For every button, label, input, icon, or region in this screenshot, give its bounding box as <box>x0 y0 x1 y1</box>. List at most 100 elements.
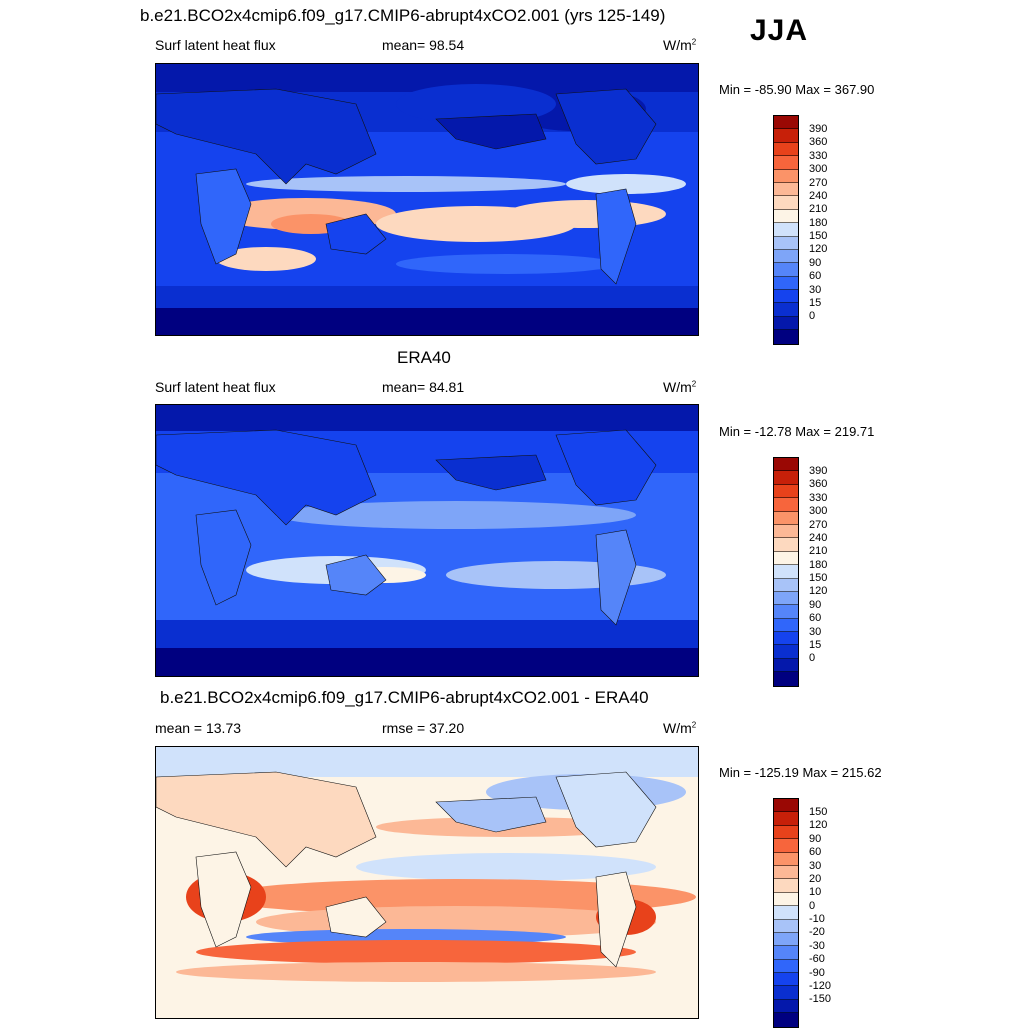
panel-1-mean-label: mean= 98.54 <box>382 37 465 53</box>
colorbar-swatch <box>774 812 798 826</box>
colorbar-swatch <box>774 458 798 472</box>
panel-1-colorbar-label: 270 <box>809 177 828 189</box>
panel-3-mean-label: mean = 13.73 <box>155 720 242 736</box>
panel-3-colorbar-label: 90 <box>809 833 822 845</box>
panel-3-colorbar-label: 0 <box>809 900 816 912</box>
colorbar-swatch <box>774 672 798 686</box>
panel-2-colorbar-label: 120 <box>809 585 828 597</box>
colorbar-swatch <box>774 1013 798 1027</box>
panel-2-colorbar-label: 270 <box>809 519 828 531</box>
panel-1-colorbar-label: 15 <box>809 297 822 309</box>
panel-3-colorbar-label: 150 <box>809 806 828 818</box>
panel-3-colorbar-label: -150 <box>809 993 832 1005</box>
panel-1-colorbar-label: 180 <box>809 217 828 229</box>
colorbar-swatch <box>774 618 798 633</box>
panel-3-colorbar-label: 60 <box>809 846 822 858</box>
panel-1-minmax: Min = -85.90 Max = 367.90 <box>719 82 875 97</box>
colorbar-swatch <box>774 511 798 525</box>
colorbar-swatch <box>774 959 798 974</box>
panel-2-colorbar-label: 60 <box>809 612 822 624</box>
colorbar-swatch <box>774 116 798 130</box>
colorbar-swatch <box>774 799 798 813</box>
colorbar-swatch <box>774 316 798 331</box>
colorbar-swatch <box>774 632 798 646</box>
panel-2-colorbar-label: 360 <box>809 478 828 490</box>
panel-2-colorbar-label: 150 <box>809 572 828 584</box>
panel-2-mean-label: mean= 84.81 <box>382 379 465 395</box>
panel-1-units-label: W/m2 <box>663 37 697 53</box>
panel-2-colorbar-label: 180 <box>809 559 828 571</box>
colorbar-swatch <box>774 605 798 619</box>
colorbar-swatch <box>774 196 798 210</box>
panel-3-colorbar: 150 120 90 60 30 20 10 0 -10 -20 -30 -60… <box>773 798 853 1028</box>
panel-3-colorbar-label: -60 <box>809 953 825 965</box>
panel-2-colorbar-label: 0 <box>809 652 816 664</box>
panel-1-colorbar-label: 60 <box>809 270 822 282</box>
colorbar-swatch <box>774 999 798 1014</box>
colorbar-swatch <box>774 591 798 606</box>
panel-3-colorbar-label: 20 <box>809 873 822 885</box>
panel-3-colorbar-label: 10 <box>809 886 822 898</box>
colorbar-swatch <box>774 330 798 344</box>
panel-1-colorbar-label: 390 <box>809 123 828 135</box>
panel-3-difference-map <box>155 746 699 1019</box>
colorbar-swatch <box>774 645 798 659</box>
panel-2-colorbar-label: 330 <box>809 492 828 504</box>
colorbar-swatch <box>774 658 798 673</box>
colorbar-swatch <box>774 892 798 907</box>
panel-3-colorbar-label: -120 <box>809 980 832 992</box>
colorbar-swatch <box>774 182 798 197</box>
colorbar-swatch <box>774 236 798 250</box>
panel-2-title: ERA40 <box>397 348 451 367</box>
panel-1-colorbar-label: 150 <box>809 230 828 242</box>
colorbar-swatch <box>774 209 798 224</box>
panel-2-colorbar-label: 90 <box>809 599 822 611</box>
panel-1-colorbar-label: 30 <box>809 284 822 296</box>
panel-2-colorbar: 390 360 330 300 270 240 210 180 150 120 … <box>773 457 853 687</box>
panel-3-colorbar-label: -30 <box>809 940 825 952</box>
panel-2-colorbar-label: 15 <box>809 639 822 651</box>
colorbar-swatch <box>774 498 798 512</box>
colorbar-swatch <box>774 303 798 317</box>
panel-3-units-label: W/m2 <box>663 720 697 736</box>
colorbar-swatch <box>774 919 798 933</box>
panel-1-colorbar: 390 360 330 300 270 240 210 180 150 120 … <box>773 115 853 345</box>
panel-2-colorbar-label: 390 <box>809 465 828 477</box>
panel-2-colorbar-label: 210 <box>809 545 828 557</box>
colorbar-swatch <box>774 946 798 960</box>
panel-2-colorbar-label: 30 <box>809 626 822 638</box>
colorbar-swatch <box>774 578 798 592</box>
panel-2-colorbar-label: 300 <box>809 505 828 517</box>
colorbar-swatch <box>774 524 798 539</box>
panel-2-minmax: Min = -12.78 Max = 219.71 <box>719 424 875 439</box>
panel-3-colorbar-label: -20 <box>809 926 825 938</box>
colorbar-swatch <box>774 290 798 304</box>
panel-1-colorbar-label: 360 <box>809 136 828 148</box>
colorbar-swatch <box>774 839 798 853</box>
panel-1-colorbar-label: 0 <box>809 310 816 322</box>
colorbar-swatch <box>774 825 798 840</box>
colorbar-swatch <box>774 223 798 237</box>
colorbar-swatch <box>774 565 798 579</box>
panel-3-title: b.e21.BCO2x4cmip6.f09_g17.CMIP6-abrupt4x… <box>160 688 649 707</box>
panel-1-title: b.e21.BCO2x4cmip6.f09_g17.CMIP6-abrupt4x… <box>140 6 666 25</box>
colorbar-swatch <box>774 169 798 183</box>
colorbar-swatch <box>774 484 798 499</box>
panel-1-colorbar-label: 240 <box>809 190 828 202</box>
colorbar-swatch <box>774 932 798 947</box>
colorbar-swatch <box>774 551 798 566</box>
panel-1-colorbar-label: 210 <box>809 203 828 215</box>
panel-2-colorbar-label: 240 <box>809 532 828 544</box>
panel-3-minmax: Min = -125.19 Max = 215.62 <box>719 765 882 780</box>
panel-1-variable-label: Surf latent heat flux <box>155 37 276 53</box>
colorbar-swatch <box>774 879 798 893</box>
panel-2-units-label: W/m2 <box>663 379 697 395</box>
colorbar-swatch <box>774 276 798 291</box>
colorbar-swatch <box>774 156 798 170</box>
colorbar-swatch <box>774 986 798 1000</box>
colorbar-swatch <box>774 249 798 264</box>
colorbar-swatch <box>774 906 798 920</box>
colorbar-swatch <box>774 865 798 880</box>
panel-3-colorbar-label: 120 <box>809 819 828 831</box>
colorbar-swatch <box>774 852 798 866</box>
